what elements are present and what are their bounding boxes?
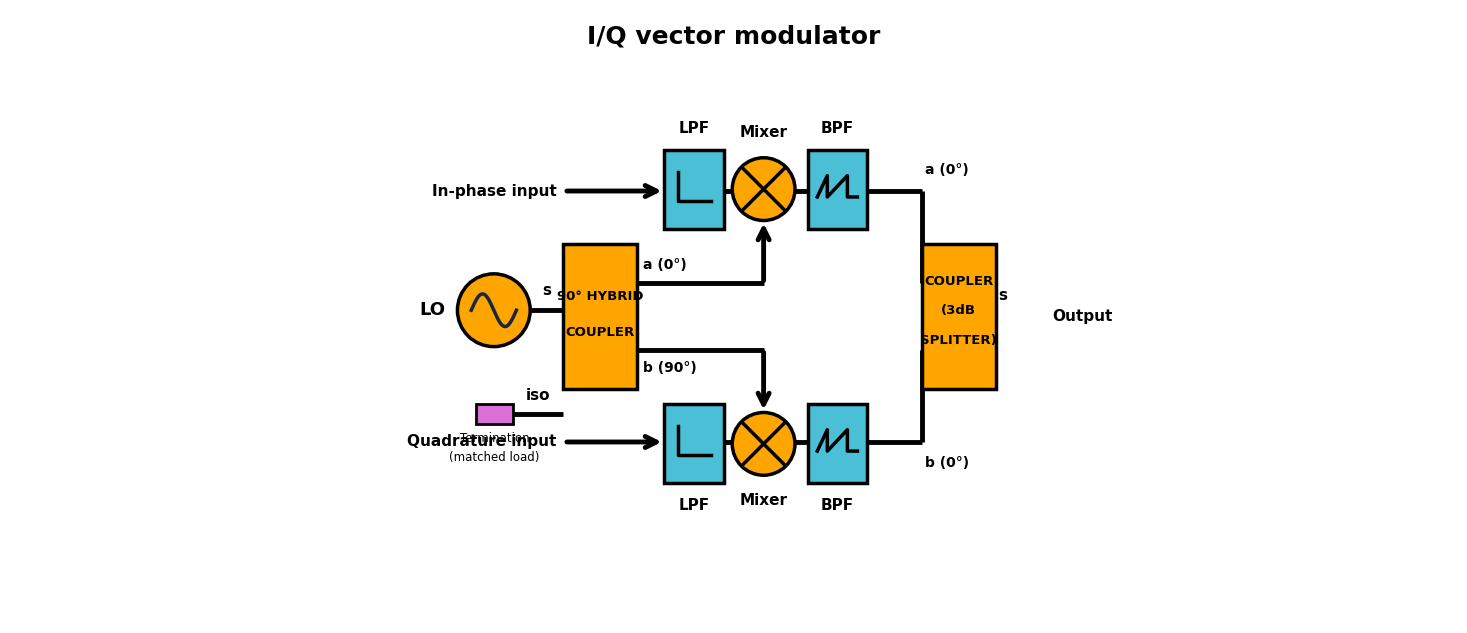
Text: Output: Output bbox=[1052, 309, 1112, 324]
Text: LPF: LPF bbox=[679, 122, 710, 137]
FancyBboxPatch shape bbox=[807, 404, 867, 483]
Text: SPLITTER): SPLITTER) bbox=[920, 334, 998, 347]
Text: COUPLER: COUPLER bbox=[565, 326, 635, 339]
Text: 90° HYBRID: 90° HYBRID bbox=[556, 290, 643, 303]
Circle shape bbox=[458, 274, 530, 347]
Text: (matched load): (matched load) bbox=[449, 451, 540, 464]
Text: I/Q vector modulator: I/Q vector modulator bbox=[587, 25, 880, 49]
FancyBboxPatch shape bbox=[665, 150, 725, 229]
Text: Termination: Termination bbox=[459, 432, 530, 445]
Text: a (0°): a (0°) bbox=[926, 163, 970, 177]
FancyBboxPatch shape bbox=[665, 404, 725, 483]
FancyBboxPatch shape bbox=[563, 244, 637, 389]
Circle shape bbox=[732, 413, 795, 475]
FancyBboxPatch shape bbox=[807, 150, 867, 229]
FancyBboxPatch shape bbox=[477, 404, 512, 424]
FancyBboxPatch shape bbox=[921, 244, 996, 389]
Text: Mixer: Mixer bbox=[739, 125, 788, 140]
Text: BPF: BPF bbox=[820, 498, 854, 513]
Circle shape bbox=[732, 158, 795, 220]
Text: COUPLER: COUPLER bbox=[924, 275, 993, 289]
Text: LPF: LPF bbox=[679, 498, 710, 513]
Text: Quadrature input: Quadrature input bbox=[408, 434, 556, 449]
Text: In-phase input: In-phase input bbox=[431, 184, 556, 199]
Text: s: s bbox=[998, 287, 1008, 303]
Text: iso: iso bbox=[525, 388, 550, 403]
Text: a (0°): a (0°) bbox=[643, 258, 687, 272]
Text: b (90°): b (90°) bbox=[643, 361, 697, 375]
Text: (3dB: (3dB bbox=[942, 304, 976, 316]
Text: BPF: BPF bbox=[820, 122, 854, 137]
Text: Mixer: Mixer bbox=[739, 493, 788, 508]
Text: b (0°): b (0°) bbox=[926, 456, 970, 470]
Text: LO: LO bbox=[420, 301, 445, 319]
Text: s: s bbox=[541, 283, 552, 298]
